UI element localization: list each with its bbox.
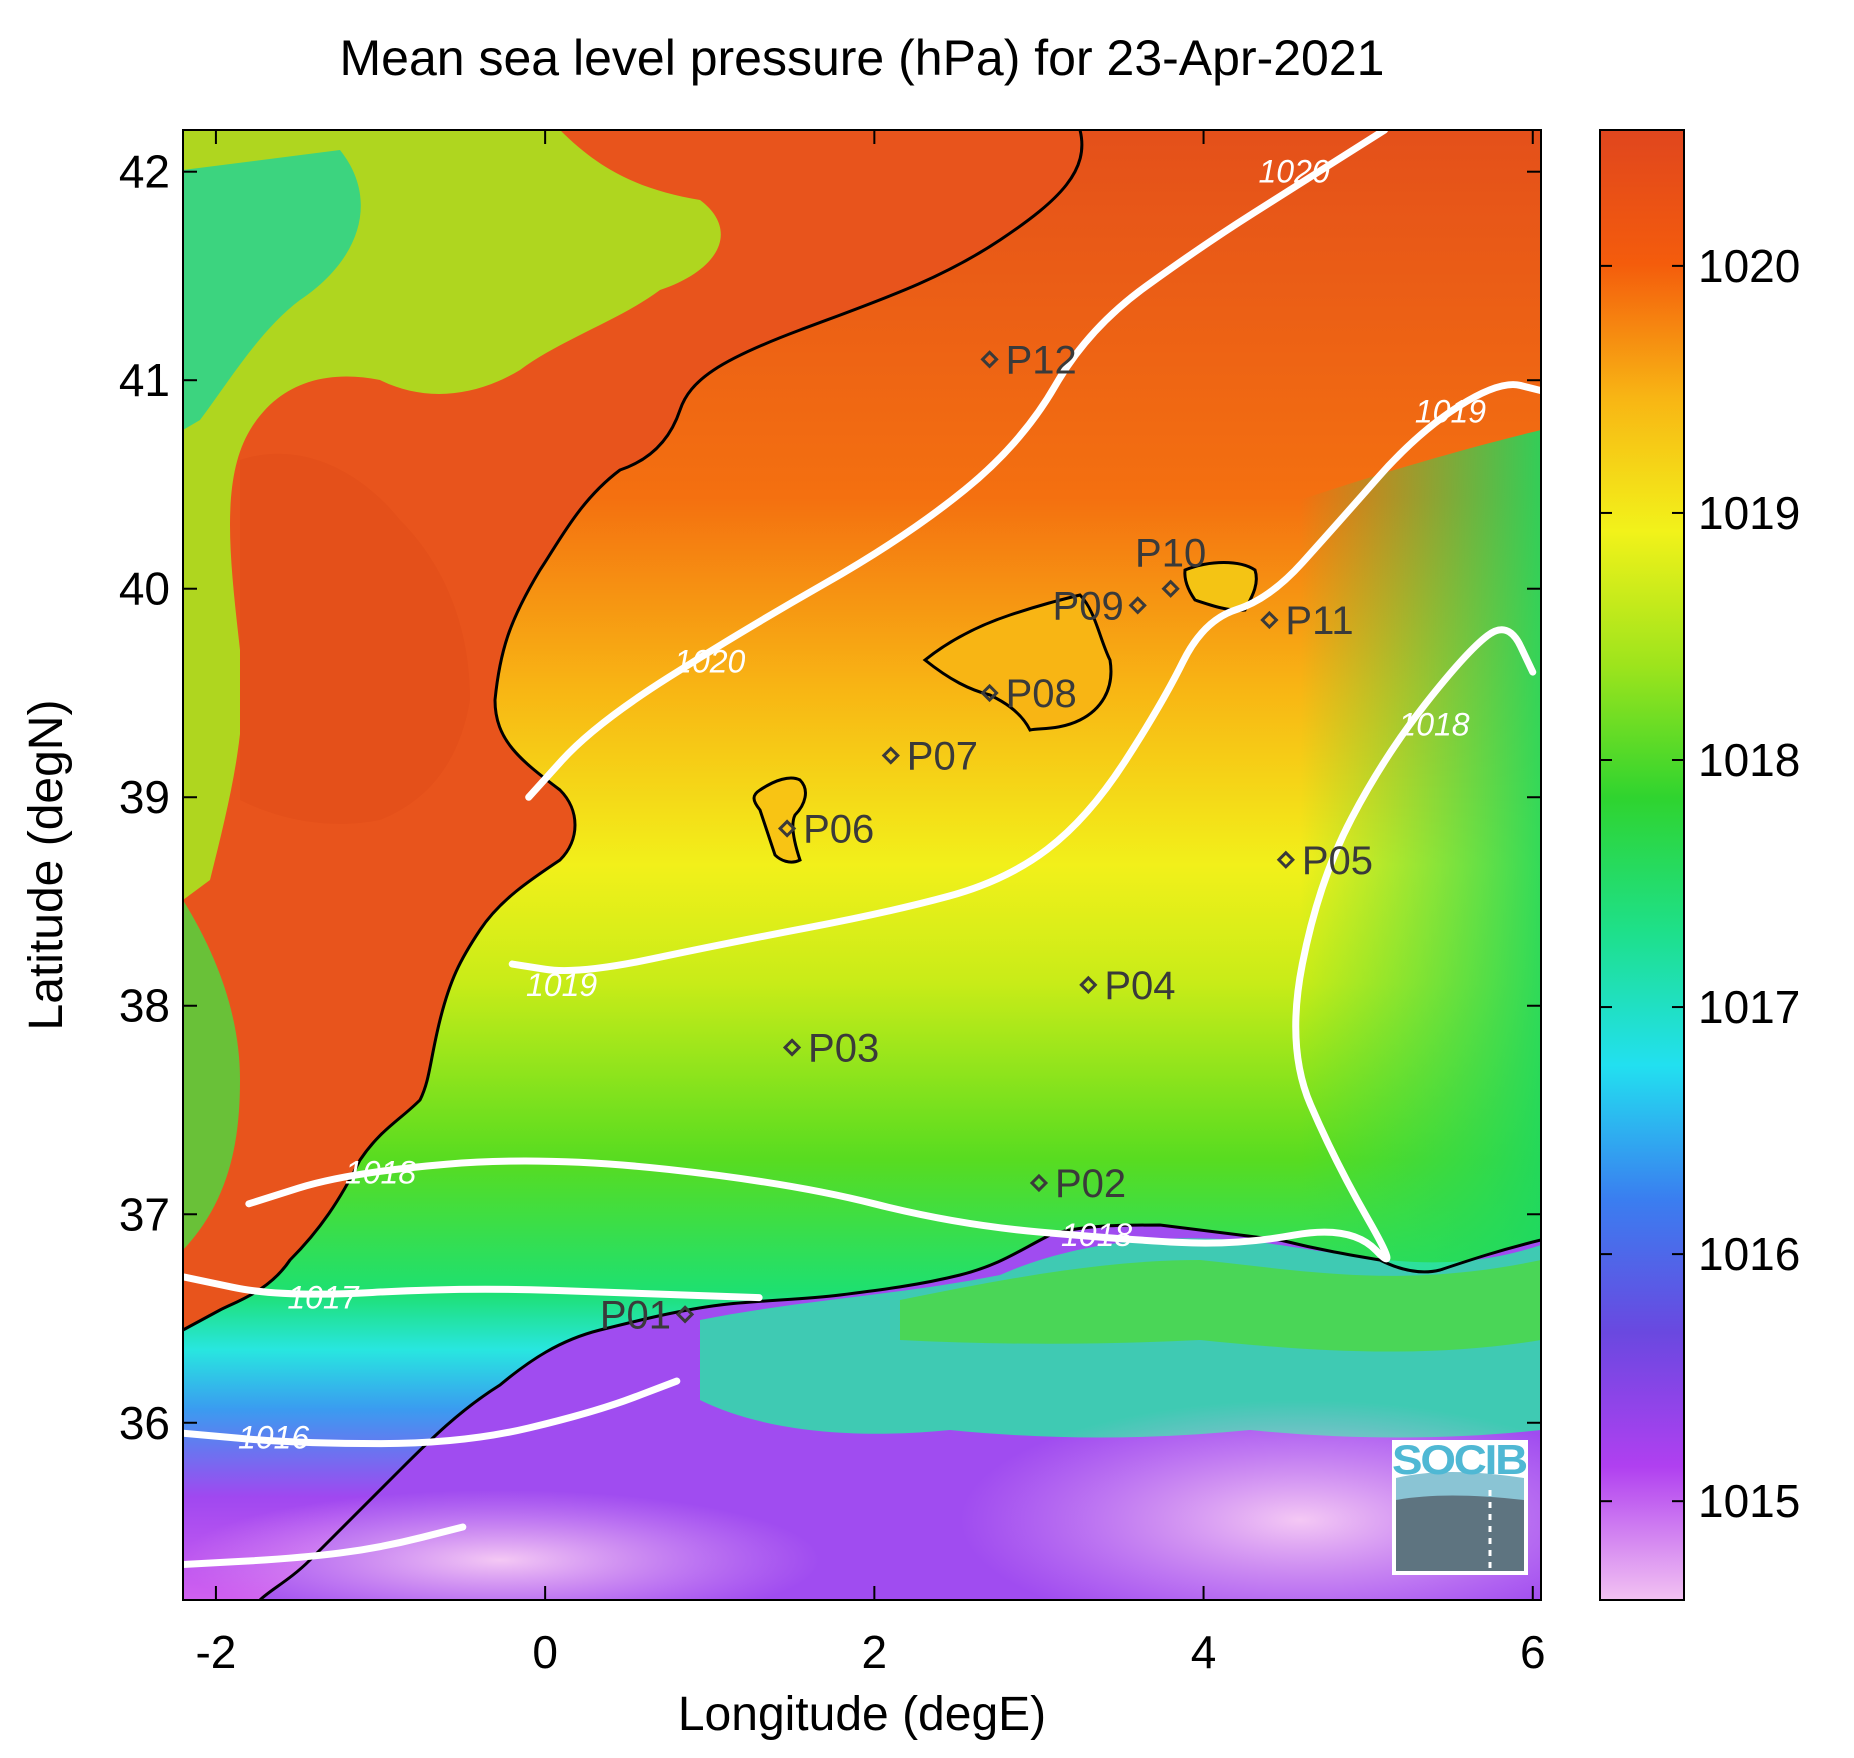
station-label: P01 [600,1293,671,1337]
land-lowland-orange [240,453,470,824]
station-marker [1128,596,1147,615]
x-tick-label: 4 [1191,1626,1217,1678]
y-axis-label: Latitude (degN) [20,700,73,1031]
isobar-1016 [183,1377,681,1448]
station-marker [1161,579,1180,598]
colorbar [1599,129,1685,1601]
isobar-label: 1020 [674,644,745,680]
island-ibiza [752,776,807,864]
land-africa-pink [960,1400,1541,1600]
y-tick-label: 38 [119,980,170,1032]
station-marker [881,746,900,765]
map-frame [182,129,1542,1601]
colorbar-tick-label: 1016 [1698,1228,1800,1280]
map-title: Mean sea level pressure (hPa) for 23-Apr… [340,30,1385,86]
isobar-1017 [183,1273,763,1302]
colorbar-tick-label: 1020 [1698,240,1800,292]
station-label: P03 [808,1026,879,1070]
station-marker [1260,610,1279,630]
isobar-label: 1019 [526,967,597,1003]
land-southwest-green [183,900,240,1250]
station-marker [1029,1173,1049,1193]
station-label: P12 [1006,338,1077,382]
x-tick-label: -2 [195,1626,236,1678]
y-tick-label: 40 [119,563,170,615]
colorbar-tick-label: 1019 [1698,487,1800,539]
land-highlands-west [183,130,721,900]
isobar-1015 [183,1523,467,1569]
x-tick-label: 2 [862,1626,888,1678]
station-label: P10 [1135,532,1206,576]
y-tick-label: 36 [119,1397,170,1449]
y-tick-label: 41 [119,354,170,406]
x-axis-label: Longitude (degE) [678,1688,1046,1741]
station-label: P09 [1053,584,1124,628]
station-label: P04 [1104,964,1175,1008]
colorbar-ticks: 1015 1016 1017 1018 1019 1020 [1600,240,1800,1527]
isobar-contours: 1020 1020 1019 1019 1018 1018 1018 1017 1016 [183,130,1541,1569]
station-label: P07 [907,735,978,779]
x-tick-label: 0 [532,1626,558,1678]
land-highlands-green [183,150,361,430]
station-marker [777,819,797,838]
isobar-label: 1018 [1061,1217,1132,1253]
isobar-1019 [508,381,1541,975]
station-label: P08 [1006,672,1077,716]
socib-logo: SOCIB [1392,1436,1529,1575]
isobar-label: 1017 [287,1280,359,1316]
x-axis: -2 0 2 4 6 [195,130,1546,1678]
coastline-iberia [183,130,1084,1332]
isobar-label: 1018 [1398,706,1469,742]
x-tick-label: 6 [1520,1626,1546,1678]
coastline-north-africa [258,1223,1541,1600]
y-tick-label: 37 [119,1188,170,1240]
y-tick-label: 39 [119,771,170,823]
station-marker [1079,975,1098,995]
land-africa-green [900,1260,1541,1352]
station-marker [1276,850,1295,869]
isobar-label: 1018 [345,1155,416,1191]
land-africa-pink-west [183,1490,820,1600]
isobar-1018 [245,626,1537,1263]
station-label: P05 [1302,839,1373,883]
land-iberia [183,130,1082,1330]
svg-text:SOCIB: SOCIB [1392,1436,1527,1483]
isobar-label: 1019 [1415,393,1486,429]
colorbar-tick-label: 1015 [1698,1475,1800,1527]
station-label: P06 [803,808,874,852]
map-plot-area: 1020 1020 1019 1019 1018 1018 1018 1017 1016 P01… [183,130,1541,1600]
station-label: P02 [1055,1162,1126,1206]
colorbar-tick-label: 1017 [1698,981,1800,1033]
station-marker [675,1305,695,1324]
colorbar-tick-label: 1018 [1698,734,1800,786]
station-marker [980,350,999,369]
station-label: P11 [1285,599,1353,643]
isobar-label: 1016 [238,1419,309,1455]
station-marker [980,683,999,703]
y-tick-label: 42 [119,146,170,198]
isobar-label: 1020 [1258,154,1329,190]
station-marker [782,1038,802,1057]
isobar-1020 [525,130,1389,801]
y-axis: 36 37 38 39 40 41 42 [119,146,1541,1449]
